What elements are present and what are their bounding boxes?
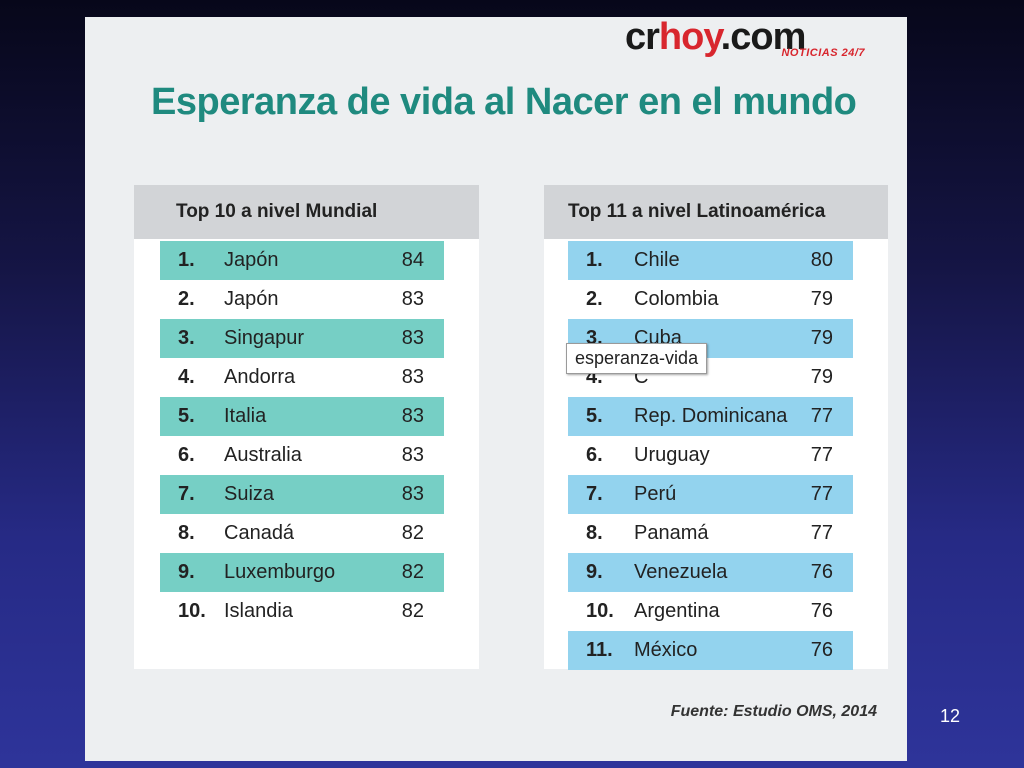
country-cell: Suiza — [224, 483, 275, 505]
rank-cell: 9. — [178, 561, 195, 583]
rank-cell: 1. — [178, 249, 195, 271]
value-cell: 77 — [810, 405, 833, 427]
rank-cell: 6. — [178, 444, 195, 466]
image-alt-tooltip: esperanza-vida — [566, 343, 708, 374]
table-row: 1. Japón 84 — [160, 241, 444, 280]
rank-cell: 4. — [178, 366, 195, 388]
table-row: 7. Suiza 83 — [160, 475, 444, 514]
value-cell: 76 — [810, 600, 833, 622]
rank-cell: 8. — [178, 522, 195, 544]
country-cell: Chile — [634, 249, 680, 271]
logo-prefix: cr — [625, 16, 660, 58]
country-cell: Canadá — [224, 522, 295, 544]
country-cell: Italia — [224, 405, 267, 427]
table-row: 8. Canadá 82 — [160, 514, 444, 553]
rank-cell: 6. — [586, 444, 603, 466]
value-cell: 79 — [810, 288, 833, 310]
latam-ranking-table: Top 11 a nivel Latinoamérica 1. Chile 80 2.… — [544, 185, 888, 670]
table-row: 10. Islandia 82 — [160, 592, 444, 631]
rank-cell: 10. — [178, 600, 206, 622]
value-cell: 83 — [401, 405, 424, 427]
crhoy-logo: crhoy.com NOTICIAS 24/7 — [625, 15, 865, 63]
value-cell: 83 — [401, 366, 424, 388]
country-cell: Venezuela — [634, 561, 728, 583]
rank-cell: 5. — [178, 405, 195, 427]
rank-cell: 2. — [586, 288, 603, 310]
country-cell: Japón — [224, 288, 279, 310]
table-row: 6. Australia 83 — [160, 436, 444, 475]
table-row: 6. Uruguay 77 — [568, 436, 853, 475]
country-cell: Panamá — [634, 522, 709, 544]
world-table-header: Top 10 a nivel Mundial — [134, 185, 479, 239]
slide-page-number: 12 — [940, 706, 961, 726]
table-row: 9. Venezuela 76 — [568, 553, 853, 592]
value-cell: 76 — [810, 639, 833, 661]
country-cell: Japón — [224, 249, 279, 271]
table-row: 10. Argentina 76 — [568, 592, 853, 631]
rank-cell: 3. — [178, 327, 195, 349]
infographic-title: Esperanza de vida al Nacer en el mundo — [151, 81, 857, 123]
rank-cell: 1. — [586, 249, 603, 271]
country-cell: Islandia — [224, 600, 293, 622]
value-cell: 82 — [401, 522, 424, 544]
rank-cell: 5. — [586, 405, 603, 427]
rank-cell: 9. — [586, 561, 603, 583]
country-cell: Singapur — [224, 327, 305, 349]
table-row: 3. Singapur 83 — [160, 319, 444, 358]
value-cell: 77 — [810, 444, 833, 466]
latam-table-header: Top 11 a nivel Latinoamérica — [544, 185, 888, 239]
value-cell: 83 — [401, 444, 424, 466]
rank-cell: 8. — [586, 522, 603, 544]
infographic-image: crhoy.com NOTICIAS 24/7 Esperanza de vid… — [85, 15, 907, 761]
value-cell: 79 — [810, 366, 833, 388]
logo-wordmark: crhoy.com — [625, 15, 807, 59]
value-cell: 82 — [401, 600, 424, 622]
rank-cell: 2. — [178, 288, 195, 310]
table-row: 8. Panamá 77 — [568, 514, 853, 553]
value-cell: 80 — [810, 249, 833, 271]
country-cell: Andorra — [224, 366, 296, 388]
table-row: 5. Rep. Dominicana 77 — [568, 397, 853, 436]
table-row: 1. Chile 80 — [568, 241, 853, 280]
country-cell: Colombia — [634, 288, 719, 310]
rank-cell: 10. — [586, 600, 614, 622]
rank-cell: 7. — [178, 483, 195, 505]
latam-table-rows: 1. Chile 80 2. Colombia 79 3. Cuba 79 4. C 79 5. Rep.… — [544, 241, 888, 670]
country-cell: Luxemburgo — [224, 561, 336, 583]
value-cell: 83 — [401, 288, 424, 310]
rank-cell: 7. — [586, 483, 603, 505]
value-cell: 76 — [810, 561, 833, 583]
value-cell: 84 — [401, 249, 424, 271]
value-cell: 77 — [810, 483, 833, 505]
value-cell: 83 — [401, 483, 424, 505]
country-cell: Argentina — [634, 600, 720, 622]
table-row: 2. Colombia 79 — [568, 280, 853, 319]
logo-suffix: .com — [720, 16, 807, 58]
value-cell: 77 — [810, 522, 833, 544]
value-cell: 79 — [810, 327, 833, 349]
logo-tagline: NOTICIAS 24/7 — [781, 47, 865, 59]
value-cell: 83 — [401, 327, 424, 349]
value-cell: 82 — [401, 561, 424, 583]
world-ranking-table: Top 10 a nivel Mundial 1. Japón 84 2. Japón 8… — [134, 185, 479, 669]
table-row: 2. Japón 83 — [160, 280, 444, 319]
country-cell: Uruguay — [634, 444, 710, 466]
country-cell: Australia — [224, 444, 302, 466]
rank-cell: 11. — [586, 639, 613, 661]
logo-highlight: hoy — [658, 16, 722, 58]
table-row: 4. Andorra 83 — [160, 358, 444, 397]
country-cell: Perú — [634, 483, 677, 505]
country-cell: México — [634, 639, 698, 661]
source-caption: Fuente: Estudio OMS, 2014 — [670, 703, 877, 720]
table-row: 7. Perú 77 — [568, 475, 853, 514]
country-cell: Rep. Dominicana — [634, 405, 788, 427]
table-row: 11. México 76 — [568, 631, 853, 670]
table-row: 5. Italia 83 — [160, 397, 444, 436]
world-table-rows: 1. Japón 84 2. Japón 83 3. Singapur 83 4. Andorra 8… — [134, 241, 479, 631]
table-row: 9. Luxemburgo 82 — [160, 553, 444, 592]
